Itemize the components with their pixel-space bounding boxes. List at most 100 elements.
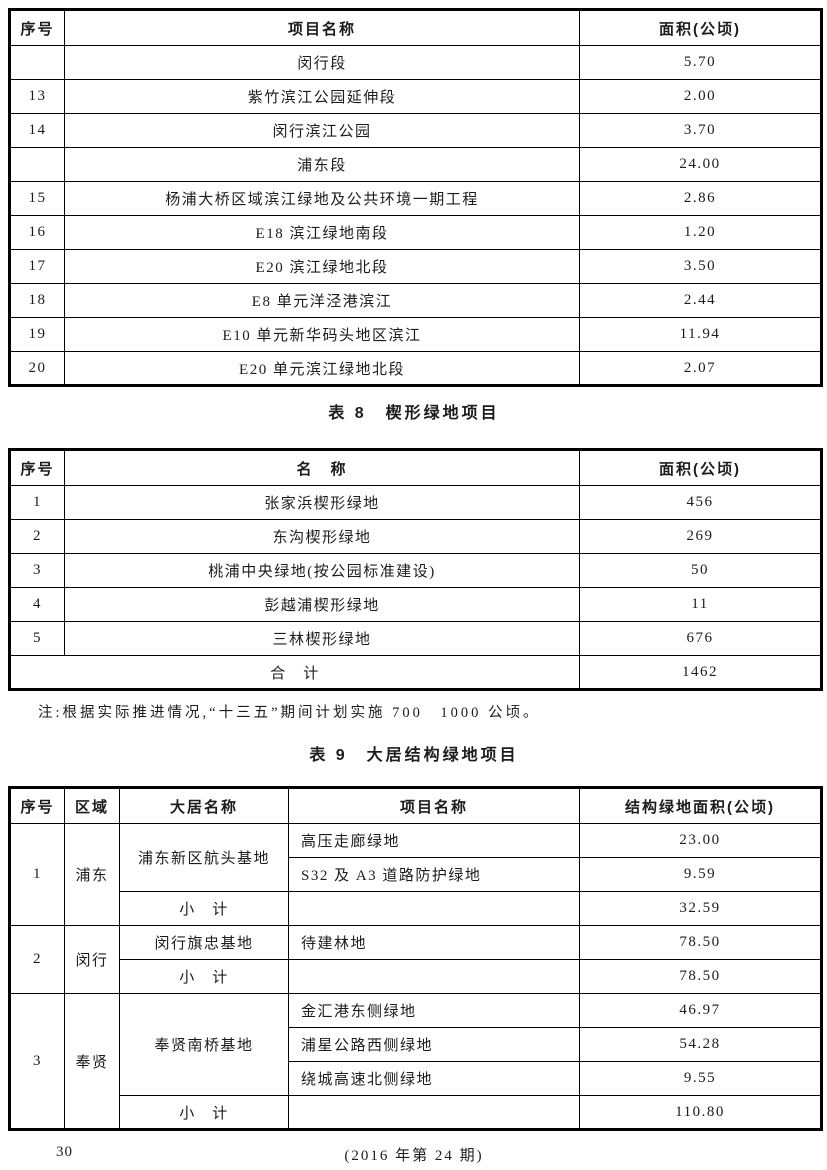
cell-area: 1.20 (579, 215, 822, 250)
cell-area: 2.00 (579, 79, 822, 114)
table-row: 1 浦东 浦东新区航头基地 高压走廊绿地 23.00 (9, 823, 822, 926)
cell-area: 11 (579, 587, 822, 622)
table-row: 4 彭越浦楔形绿地 11 (9, 587, 822, 622)
cell-total-label: 合 计 (9, 655, 580, 690)
table8-note: 注:根据实际推进情况,“十三五”期间计划实施 700 1000 公顷。 (38, 705, 541, 721)
table-row: 3 桃浦中央绿地(按公园标准建设) 50 (9, 553, 822, 588)
table-row: 17 E20 滨江绿地北段 3.50 (9, 249, 822, 284)
cell-seq: 15 (9, 181, 65, 216)
cell-empty (288, 1095, 580, 1130)
table-row: 20 E20 单元滨江绿地北段 2.07 (9, 351, 822, 386)
table-row: 浦星公路西侧绿地 54.28 (10, 1027, 822, 1062)
cell-project-name: E20 滨江绿地北段 (64, 249, 580, 284)
cell-seq (9, 147, 65, 182)
cell-name: 三林楔形绿地 (64, 621, 580, 656)
table-row: S32 及 A3 道路防护绿地 9.59 (10, 857, 822, 892)
cell-subtotal-label: 小 计 (119, 891, 289, 926)
cell-project-name: 浦星公路西侧绿地 (288, 1027, 580, 1062)
cell-subtotal-area: 110.80 (579, 1095, 822, 1130)
table-header-row: 序号 名 称 面积(公顷) (9, 449, 822, 486)
cell-name: 张家浜楔形绿地 (64, 485, 580, 520)
table-row: 13 紫竹滨江公园延伸段 2.00 (9, 79, 822, 114)
cell-seq: 14 (9, 113, 65, 148)
header-seq: 序号 (9, 9, 65, 46)
header-region: 区域 (64, 787, 120, 824)
cell-seq: 20 (9, 351, 65, 386)
cell-subtotal-label: 小 计 (119, 1095, 289, 1130)
cell-area: 24.00 (579, 147, 822, 182)
cell-area: 23.00 (579, 823, 822, 858)
table-row: 18 E8 单元洋泾港滨江 2.44 (9, 283, 822, 318)
cell-area: 676 (579, 621, 822, 656)
cell-empty (288, 891, 580, 926)
table-row: 绕城高速北侧绿地 9.55 (10, 1061, 822, 1096)
header-base-name: 大居名称 (119, 787, 289, 824)
table-row: 2 闵行 闵行旗忠基地 待建林地 78.50 (9, 925, 822, 994)
page-footer: 30 (2016 年第 24 期) (8, 1144, 820, 1166)
table-header-row: 序号 项目名称 面积(公顷) (9, 9, 822, 46)
cell-project-name: 待建林地 (288, 925, 580, 960)
cell-subtotal-area: 78.50 (579, 959, 822, 994)
cell-seq: 18 (9, 283, 65, 318)
cell-seq: 2 (9, 925, 65, 994)
table-row: 2 东沟楔形绿地 269 (9, 519, 822, 554)
cell-area: 456 (579, 485, 822, 520)
cell-base-name: 闵行旗忠基地 (119, 925, 289, 960)
cell-area: 9.55 (579, 1061, 822, 1096)
cell-seq (9, 45, 65, 80)
cell-area: 46.97 (579, 993, 822, 1028)
cell-area: 3.70 (579, 113, 822, 148)
cell-seq: 5 (9, 621, 65, 656)
table-row: 1 张家浜楔形绿地 456 (9, 485, 822, 520)
table-subtotal-row: 小 计 78.50 (10, 959, 822, 994)
header-seq: 序号 (9, 787, 65, 824)
cell-project-name: 金汇港东侧绿地 (288, 993, 580, 1028)
cell-seq: 16 (9, 215, 65, 250)
header-area: 面积(公顷) (579, 9, 822, 46)
cell-section-name: 浦东段 (64, 147, 580, 182)
issue-label: (2016 年第 24 期) (344, 1148, 484, 1164)
cell-area: 3.50 (579, 249, 822, 284)
cell-area: 9.59 (579, 857, 822, 892)
table-total-row: 合 计 1462 (9, 655, 822, 690)
cell-seq: 2 (9, 519, 65, 554)
cell-project-name: 闵行滨江公园 (64, 113, 580, 148)
cell-area: 2.86 (579, 181, 822, 216)
table-row: 3 奉贤 奉贤南桥基地 金汇港东侧绿地 46.97 (9, 993, 822, 1130)
cell-area: 11.94 (579, 317, 822, 352)
cell-seq: 3 (9, 553, 65, 588)
table-row: 5 三林楔形绿地 676 (9, 621, 822, 656)
wedge-green-table: 序号 名 称 面积(公顷) 1 张家浜楔形绿地 456 2 东沟楔形绿地 269… (8, 448, 823, 691)
cell-project-name: E8 单元洋泾港滨江 (64, 283, 580, 318)
cell-area: 50 (579, 553, 822, 588)
cell-area: 269 (579, 519, 822, 554)
cell-seq: 13 (9, 79, 65, 114)
header-area: 面积(公顷) (579, 449, 822, 486)
cell-project-name: 绕城高速北侧绿地 (288, 1061, 580, 1096)
table-row: 16 E18 滨江绿地南段 1.20 (9, 215, 822, 250)
riverside-projects-table: 序号 项目名称 面积(公顷) 闵行段 5.70 13 紫竹滨江公园延伸段 2.0… (8, 8, 823, 387)
cell-region: 闵行 (64, 925, 120, 994)
table-row: 闵行段 5.70 (9, 45, 822, 80)
cell-section-name: 闵行段 (64, 45, 580, 80)
table-row: 浦东段 24.00 (9, 147, 822, 182)
cell-area: 5.70 (579, 45, 822, 80)
cell-empty (288, 959, 580, 994)
cell-base-name: 浦东新区航头基地 (119, 823, 289, 892)
cell-seq: 1 (9, 823, 65, 926)
table-row: 14 闵行滨江公园 3.70 (9, 113, 822, 148)
cell-region: 奉贤 (64, 993, 120, 1130)
table9-title: 表 9 大居结构绿地项目 (309, 747, 519, 764)
table-row: 19 E10 单元新华码头地区滨江 11.94 (9, 317, 822, 352)
cell-subtotal-area: 32.59 (579, 891, 822, 926)
header-name: 名 称 (64, 449, 580, 486)
cell-project-name: S32 及 A3 道路防护绿地 (288, 857, 580, 892)
cell-area: 2.44 (579, 283, 822, 318)
cell-region: 浦东 (64, 823, 120, 926)
header-seq: 序号 (9, 449, 65, 486)
cell-project-name: 杨浦大桥区域滨江绿地及公共环境一期工程 (64, 181, 580, 216)
cell-seq: 1 (9, 485, 65, 520)
table-subtotal-row: 小 计 32.59 (10, 891, 822, 926)
cell-total-area: 1462 (579, 655, 822, 690)
